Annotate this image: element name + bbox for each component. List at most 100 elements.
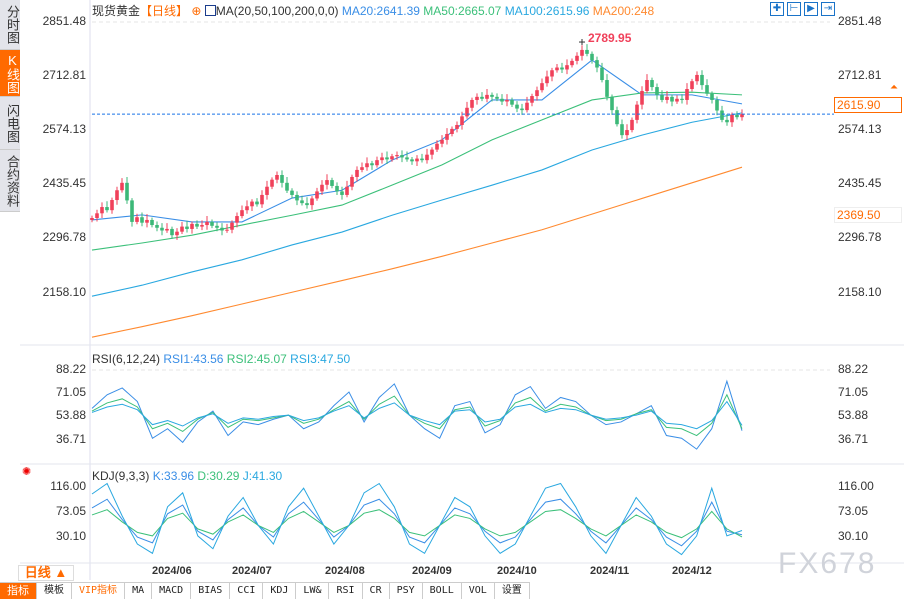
date-axis-label: 2024/06 xyxy=(152,565,192,577)
zoom-range-icon[interactable]: ⊢ xyxy=(787,2,801,16)
candle-body xyxy=(245,206,249,211)
rsi-axis-label: 88.22 xyxy=(838,362,869,376)
candle-body xyxy=(575,55,579,61)
candle-body xyxy=(110,200,114,211)
rsi-legend: RSI(6,12,24) RSI1:43.56 RSI2:45.07 RSI3:… xyxy=(92,352,350,366)
candle-body xyxy=(585,49,589,54)
candle-body xyxy=(520,108,524,111)
price-axis-label: 2435.45 xyxy=(42,176,86,190)
toolbar-item[interactable]: BIAS xyxy=(191,583,231,599)
toolbar-item[interactable]: VOL xyxy=(462,583,495,599)
candle-body xyxy=(355,169,359,177)
sidebar-item-contract-info[interactable]: 合约资料 xyxy=(0,150,20,212)
toolbar-item[interactable]: 模板 xyxy=(37,583,72,599)
high-price-label: 2789.95 xyxy=(588,31,632,45)
sidebar: 分时图 K线图 闪电图 合约资料 xyxy=(0,0,20,212)
toolbar-item[interactable]: 指标 xyxy=(0,583,37,599)
candle-body xyxy=(380,157,384,161)
toolbar-item[interactable]: BOLL xyxy=(423,583,462,599)
price-axis-label: 2574.13 xyxy=(42,122,86,136)
sidebar-item-kline[interactable]: K线图 xyxy=(0,50,20,97)
legend: 现货黄金【日线】 ⊕ MA(20,50,100,200,0,0) MA20:26… xyxy=(92,2,654,19)
date-axis-label: 2024/11 xyxy=(590,565,630,577)
candle-body xyxy=(320,184,324,192)
candle-body xyxy=(260,194,264,205)
candle-body xyxy=(180,226,184,232)
candle-body xyxy=(555,67,559,71)
scroll-up-icon[interactable]: ⏶ xyxy=(890,82,898,93)
period-tag: 【日线】 xyxy=(140,4,189,18)
candle-body xyxy=(595,60,599,68)
toolbar-item[interactable]: CR xyxy=(363,583,390,599)
toolbar-item[interactable]: CCI xyxy=(230,583,264,599)
rsi-axis-label: 88.22 xyxy=(55,362,86,376)
candle-body xyxy=(135,217,139,222)
candle-body xyxy=(675,98,679,102)
toolbar-item[interactable]: PSY xyxy=(390,583,423,599)
candle-body xyxy=(240,210,244,217)
candle-body xyxy=(285,182,289,191)
toolbar-item[interactable]: KDJ xyxy=(263,583,297,599)
toolbar-item[interactable]: MACD xyxy=(152,583,192,599)
candle-body xyxy=(515,104,519,109)
candle-body xyxy=(150,219,154,226)
candle-body xyxy=(210,221,214,226)
candle-body xyxy=(340,191,344,195)
candle-body xyxy=(560,67,564,70)
sidebar-item-timeshare[interactable]: 分时图 xyxy=(0,0,20,50)
kdj-axis-label: 73.05 xyxy=(838,504,869,518)
candle-body xyxy=(460,116,464,125)
play-icon[interactable]: ▶ xyxy=(804,2,818,16)
k-value: K:33.96 xyxy=(152,469,195,483)
toolbar-item[interactable]: 设置 xyxy=(495,583,530,599)
candle-body xyxy=(435,143,439,150)
candle-body xyxy=(200,225,204,227)
price-axis-label: 2158.10 xyxy=(42,285,86,299)
candle-body xyxy=(600,67,604,81)
candle-body xyxy=(115,190,119,201)
watermark: FX678 xyxy=(778,547,877,580)
settings-sun-icon[interactable]: ✺ xyxy=(22,466,32,478)
candle-body xyxy=(125,182,129,201)
candle-body xyxy=(360,167,364,170)
candle-body xyxy=(420,158,424,161)
candle-body xyxy=(530,96,534,103)
candle-body xyxy=(425,154,429,161)
candle-body xyxy=(295,194,299,201)
candle-body xyxy=(145,219,149,223)
candle-body xyxy=(100,207,104,214)
candle-body xyxy=(485,94,489,99)
candle-body xyxy=(345,186,349,195)
candle-body xyxy=(580,49,584,56)
candle-body xyxy=(400,155,404,158)
add-icon[interactable]: ⊕ xyxy=(191,4,202,18)
rsi-axis-label: 71.05 xyxy=(838,385,869,399)
candle-body xyxy=(470,99,474,108)
toolbar-item[interactable]: VIP指标 xyxy=(72,583,126,599)
candle-body xyxy=(500,98,504,102)
candle-body xyxy=(695,74,699,82)
sidebar-item-flash[interactable]: 闪电图 xyxy=(0,97,20,150)
candle-body xyxy=(375,160,379,166)
toolbar-item[interactable]: MA xyxy=(125,583,153,599)
candle-body xyxy=(550,70,554,77)
candle-body xyxy=(385,157,389,160)
candle-body xyxy=(480,96,484,99)
period-button[interactable]: 日线 ▲ xyxy=(18,565,74,581)
crosshair-icon[interactable]: ✚ xyxy=(770,2,784,16)
candle-body xyxy=(275,175,279,180)
toolbar-item[interactable]: RSI xyxy=(329,583,363,599)
toolbar-item[interactable]: LW& xyxy=(296,583,330,599)
candle-body xyxy=(175,231,179,236)
candle-body xyxy=(415,158,419,162)
candle-body xyxy=(445,133,449,140)
candle-body xyxy=(475,96,479,100)
candle-body xyxy=(255,201,259,205)
candle-body xyxy=(540,83,544,91)
j-value: J:41.30 xyxy=(242,469,283,483)
jump-latest-icon[interactable]: ⇥ xyxy=(821,2,835,16)
indicator-chart-icon[interactable] xyxy=(204,5,216,16)
candle-body xyxy=(640,90,644,105)
candle-body xyxy=(725,119,729,123)
